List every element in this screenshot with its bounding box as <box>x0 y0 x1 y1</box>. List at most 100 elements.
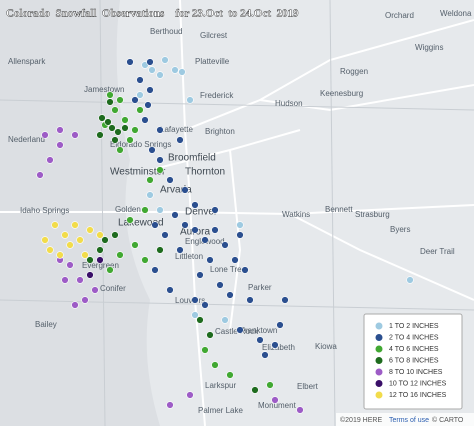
legend-swatch <box>375 357 383 364</box>
observation-dot <box>136 91 144 99</box>
observation-dot <box>56 126 64 134</box>
place-label: Franktown <box>240 326 277 335</box>
place-label: Denver <box>185 207 218 218</box>
observation-dot <box>96 256 104 264</box>
observation-dot <box>98 114 106 122</box>
observation-dot <box>121 116 129 124</box>
observation-dot <box>166 401 174 409</box>
observation-dot <box>191 226 199 234</box>
observation-dot <box>131 126 139 134</box>
observation-dot <box>76 276 84 284</box>
place-label: Elizabeth <box>262 343 295 352</box>
observation-dot <box>141 116 149 124</box>
observation-dot <box>96 246 104 254</box>
observation-dot <box>71 131 79 139</box>
observation-dot <box>126 136 134 144</box>
place-label: Eldorado Springs <box>110 140 171 149</box>
observation-dot <box>271 396 279 404</box>
legend-box <box>363 313 463 410</box>
observation-dot <box>191 311 199 319</box>
observation-dot <box>131 96 139 104</box>
observation-dot <box>181 221 189 229</box>
observation-dot <box>51 221 59 229</box>
observation-dot <box>86 226 94 234</box>
observation-dot <box>196 271 204 279</box>
place-label: Platteville <box>195 57 230 66</box>
observation-dot <box>144 101 152 109</box>
place-label: Westminster <box>110 167 166 178</box>
observation-dot <box>56 251 64 259</box>
observation-dot <box>146 191 154 199</box>
place-label: Berthoud <box>150 27 182 36</box>
observation-dot <box>116 96 124 104</box>
observation-dot <box>266 381 274 389</box>
observation-dot <box>166 176 174 184</box>
place-label: Wiggins <box>415 43 443 52</box>
place-label: Keenesburg <box>320 89 363 98</box>
observation-dot <box>178 68 186 76</box>
place-label: Hudson <box>275 99 303 108</box>
observation-dot <box>151 221 159 229</box>
observation-dot <box>46 156 54 164</box>
observation-dot <box>96 131 104 139</box>
observation-dot <box>116 251 124 259</box>
place-label: Broomfield <box>168 153 216 164</box>
place-label: Palmer Lake <box>198 406 243 415</box>
observation-dot <box>96 231 104 239</box>
legend-swatch <box>375 368 383 376</box>
place-label: Orchard <box>385 11 414 20</box>
observation-dot <box>146 176 154 184</box>
place-label: Evergreen <box>82 261 119 270</box>
observation-dot <box>161 231 169 239</box>
place-label: Bailey <box>35 320 57 329</box>
observation-dot <box>221 316 229 324</box>
place-label: Elbert <box>297 382 319 391</box>
observation-dot <box>231 256 239 264</box>
observation-dot <box>121 124 129 132</box>
observation-dot <box>151 266 159 274</box>
observation-dot <box>166 286 174 294</box>
observation-dot <box>211 206 219 214</box>
observation-dot <box>104 118 112 126</box>
observation-dot <box>116 146 124 154</box>
observation-dot <box>46 246 54 254</box>
observation-dot <box>176 136 184 144</box>
attribution: ©2019 HERE <box>340 416 382 424</box>
observation-dot <box>171 211 179 219</box>
observation-dot <box>111 231 119 239</box>
observation-dot <box>148 146 156 154</box>
place-label: Larkspur <box>205 381 236 390</box>
observation-dot <box>236 231 244 239</box>
observation-dot <box>136 76 144 84</box>
observation-dot <box>156 126 164 134</box>
place-label: Idaho Springs <box>20 206 69 215</box>
place-label: Nederland <box>8 135 45 144</box>
legend-label: 8 TO 10 INCHES <box>389 369 443 376</box>
observation-dot <box>191 296 199 304</box>
observation-dot <box>146 86 154 94</box>
observation-dot <box>111 136 119 144</box>
place-label: Kiowa <box>315 342 337 351</box>
observation-dot <box>181 186 189 194</box>
observation-dot <box>221 241 229 249</box>
place-label: Weldona <box>440 9 472 18</box>
observation-dot <box>281 296 289 304</box>
observation-dot <box>146 58 154 66</box>
observation-dot <box>201 346 209 354</box>
observation-dot <box>206 331 214 339</box>
observation-dot <box>226 371 234 379</box>
observation-dot <box>91 286 99 294</box>
observation-dot <box>71 221 79 229</box>
place-label: Roggen <box>340 67 368 76</box>
observation-dot <box>196 316 204 324</box>
terms-link[interactable]: Terms of use <box>389 417 429 424</box>
observation-dot <box>156 206 164 214</box>
observation-dot <box>251 386 259 394</box>
observation-dot <box>241 266 249 274</box>
observation-dot <box>171 66 179 74</box>
observation-dot <box>71 301 79 309</box>
place-label: Frederick <box>200 91 234 100</box>
